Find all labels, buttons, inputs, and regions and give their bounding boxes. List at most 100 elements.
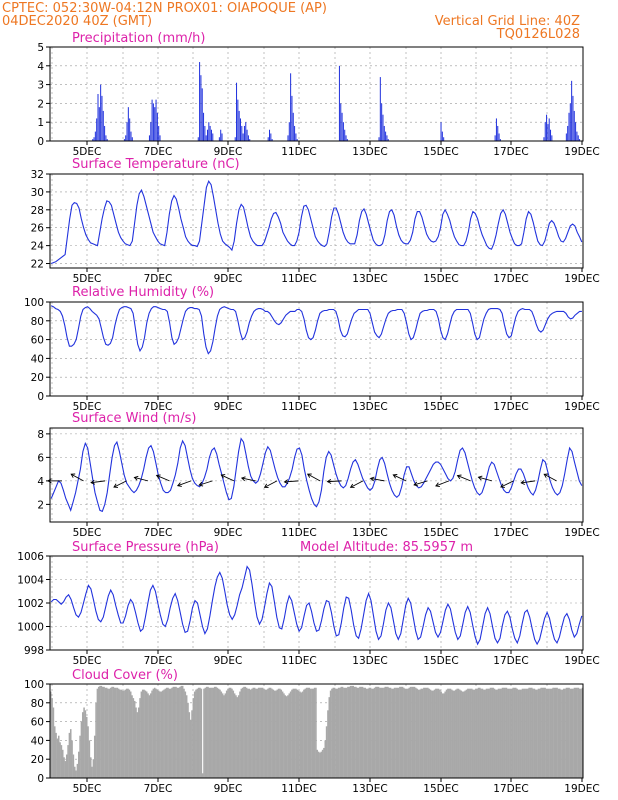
cloud-cover-bar (171, 687, 173, 778)
y-tick-label: 20 (31, 372, 44, 384)
cloud-cover-bar (76, 763, 79, 778)
y-tick-label: 30 (31, 187, 44, 199)
precip-bar (148, 135, 150, 141)
wind-arrow (307, 473, 321, 482)
cloud-cover-bar (327, 710, 329, 778)
precip-bar (212, 133, 214, 141)
cloud-cover-bar (229, 687, 232, 778)
precip-bar (246, 129, 248, 141)
x-tick-label: 19DEC (564, 783, 599, 795)
cloud-cover-bar (580, 688, 582, 778)
x-tick-label: 15DEC (423, 401, 458, 413)
panel-title: Precipitation (mm/h) (72, 31, 205, 46)
cloud-cover-bar (121, 690, 124, 778)
precip-bar (270, 133, 272, 141)
cloud-cover-bar (493, 688, 496, 778)
cloud-cover-bar (488, 688, 490, 778)
wind-arrowhead (520, 480, 525, 485)
cloud-cover-bar (279, 688, 281, 778)
cloud-cover-bar (432, 690, 434, 778)
cloud-cover-bar (131, 695, 133, 778)
precip-bar (346, 139, 348, 141)
cloud-cover-bar (524, 688, 526, 778)
cloud-cover-bar (397, 687, 400, 778)
cloud-cover-bar (508, 688, 510, 778)
grid (50, 428, 583, 522)
cloud-cover-bar (368, 687, 370, 778)
cloud-cover-bar (231, 688, 233, 778)
x-tick-label: 7DEC (144, 527, 173, 539)
precip-bar (243, 125, 245, 141)
precip-bar (379, 77, 381, 141)
cloud-cover-bar (189, 719, 192, 778)
precip-bar (387, 139, 389, 141)
precip-bar (102, 110, 104, 141)
cloud-cover-bar (487, 688, 489, 778)
cloud-cover-bar (475, 688, 477, 778)
cloud-cover-bar (404, 688, 406, 778)
cloud-cover-bar (353, 686, 356, 778)
cloud-cover-bar (241, 687, 244, 778)
cloud-cover-bar (207, 686, 209, 778)
precip-bar (271, 139, 273, 141)
cloud-cover-bar (219, 689, 221, 778)
wind-arrowhead (392, 474, 398, 479)
cloud-cover-bar (101, 686, 104, 778)
cloud-cover-bar (113, 687, 116, 778)
plot-frame (49, 555, 584, 651)
cloud-cover-bar (369, 687, 372, 778)
cloud-cover-bar (557, 688, 560, 778)
cloud-cover-bar (253, 687, 256, 778)
cloud-cover-bar (465, 689, 468, 778)
cloud-cover-bar (429, 689, 432, 778)
plot-frame (49, 173, 584, 269)
wind-arrow (350, 480, 364, 488)
cloud-cover-bar (423, 687, 425, 778)
precip-bar (96, 118, 98, 141)
cloud-cover-bar (336, 688, 339, 778)
wind-arrow (134, 477, 149, 482)
x-tick-label: 11DEC (281, 783, 316, 795)
cloud-cover-bar (563, 688, 565, 778)
x-tick-label: 7DEC (144, 655, 173, 667)
cloud-cover-bar (251, 688, 253, 778)
cloud-cover-bar (391, 688, 393, 778)
cloud-cover-bar (117, 688, 120, 778)
cloud-cover-bar (135, 707, 137, 778)
x-tick-label: 9DEC (214, 146, 243, 158)
cloud-cover-bar (193, 691, 196, 778)
cloud-cover-bar (504, 687, 506, 778)
cloud-cover-bar (477, 687, 480, 778)
y-tick-label: 20 (31, 754, 44, 766)
wind-arrow (543, 473, 557, 482)
precip-bar (548, 118, 550, 141)
cloud-cover-bar (109, 687, 112, 778)
precip-bar (291, 95, 293, 141)
precip-bar (543, 137, 545, 141)
precip-bar (497, 125, 499, 141)
x-tick-label: 19DEC (564, 401, 599, 413)
cloud-cover-bar (304, 688, 307, 778)
precip-bar (158, 125, 160, 141)
cloud-cover-bar (449, 688, 452, 778)
header-location: CPTEC: 052:30W-04:12N PROX01: OIAPOQUE (… (2, 1, 327, 16)
cloud-cover-bar (115, 687, 117, 778)
cloud-cover-bar (435, 688, 437, 778)
model-altitude-label: Model Altitude: 85.5957 m (300, 540, 473, 555)
wind-arrow (370, 477, 385, 482)
cloud-cover-bar (528, 687, 530, 778)
cloud-cover-bar (67, 745, 69, 778)
precip-bar (296, 139, 298, 141)
precip-bar (546, 114, 548, 141)
cloud-cover-bar (537, 688, 540, 778)
cloud-cover-bar (375, 686, 377, 778)
cloud-cover-bar (347, 686, 349, 778)
cloud-cover-panel: Cloud Cover (%) 0 20 40 60 80 100 5DEC 7DEC 9DEC 1… (24, 668, 600, 795)
cloud-cover-bar (387, 686, 389, 778)
cloud-cover-bar (545, 688, 548, 778)
cloud-cover-bar (301, 691, 304, 778)
x-tick-label: 5DEC (73, 146, 102, 158)
cloud-cover-bar (260, 687, 263, 778)
cloud-cover-bar (68, 732, 71, 778)
wind-arrowhead (435, 482, 440, 488)
